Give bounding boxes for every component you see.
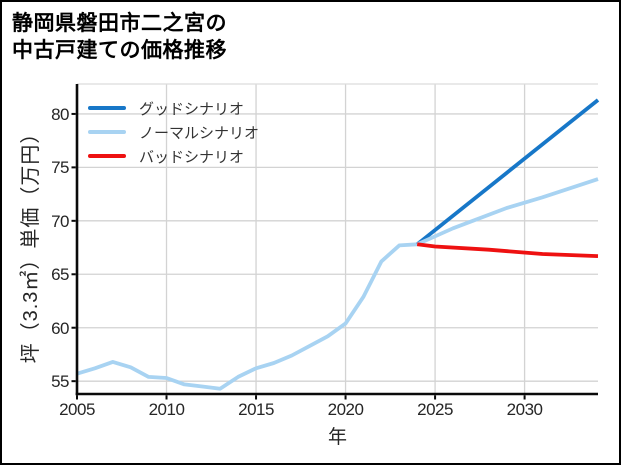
bad-scenario-line-swatch bbox=[88, 154, 126, 158]
legend-item-normal: ノーマルシナリオ bbox=[88, 120, 259, 144]
legend: グッドシナリオ ノーマルシナリオ バッドシナリオ bbox=[88, 96, 259, 168]
y-tick-label: 80 bbox=[51, 104, 69, 124]
y-tick-label: 60 bbox=[51, 318, 69, 338]
x-tick-label: 2005 bbox=[59, 400, 95, 419]
normal-scenario-line bbox=[416, 177, 599, 247]
x-tick-label: 2015 bbox=[238, 400, 274, 419]
legend-label-good: グッドシナリオ bbox=[139, 100, 245, 118]
legend-item-bad: バッドシナリオ bbox=[88, 144, 259, 168]
price-history-line bbox=[76, 242, 418, 391]
normal-scenario-line-swatch bbox=[88, 130, 126, 134]
y-tick-label: 75 bbox=[51, 158, 69, 178]
x-tick-label: 2010 bbox=[148, 400, 185, 419]
x-tick-label: 2025 bbox=[417, 400, 453, 419]
chart-title: 静岡県磐田市二之宮の 中古戸建ての価格推移 bbox=[12, 10, 227, 64]
chart-title-line1: 静岡県磐田市二之宮の bbox=[12, 12, 227, 35]
x-axis-label: 年 bbox=[327, 427, 347, 448]
bad-scenario-line bbox=[416, 242, 599, 258]
good-scenario-line bbox=[416, 98, 600, 246]
legend-item-good: グッドシナリオ bbox=[88, 96, 259, 120]
y-tick-label: 65 bbox=[51, 265, 69, 285]
y-tick-label: 70 bbox=[51, 211, 69, 231]
x-tick-label: 2020 bbox=[327, 400, 364, 419]
legend-label-normal: ノーマルシナリオ bbox=[139, 124, 260, 142]
chart-title-line2: 中古戸建ての価格推移 bbox=[12, 39, 227, 62]
legend-label-bad: バッドシナリオ bbox=[139, 148, 245, 166]
y-tick-label: 55 bbox=[51, 372, 69, 392]
y-axis-label: 坪（3.3㎡）単価（万円） bbox=[20, 122, 42, 364]
good-scenario-line-swatch bbox=[88, 106, 126, 110]
x-tick-label: 2030 bbox=[506, 400, 543, 419]
